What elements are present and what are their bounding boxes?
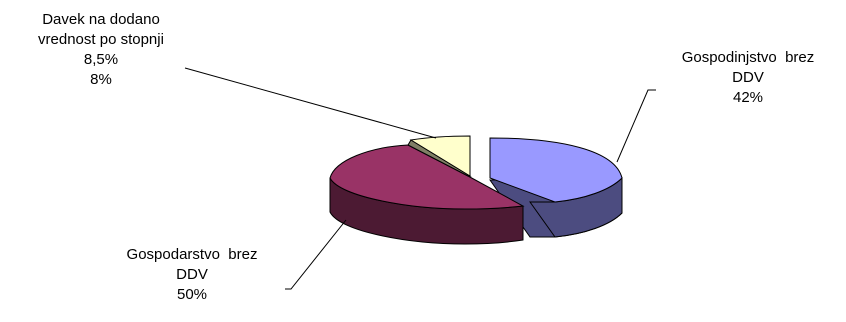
leader-line-gospodarstvo (285, 219, 347, 290)
value-label: 42% (732, 89, 764, 106)
label-line: DDV (176, 266, 208, 283)
label-line: DDV (732, 69, 764, 86)
data-label-gospodinjstvo: Gospodinjstvo brez DDV 42% (650, 48, 846, 108)
slice-gospodarstvo-top (329, 144, 525, 210)
slice-davek-top (409, 135, 471, 177)
label-line: Gospodarstvo brez (126, 246, 258, 263)
value-label: 50% (176, 286, 208, 303)
label-line: Gospodinjstvo brez (681, 49, 815, 66)
slice-davek (407, 135, 472, 177)
label-line: 8,5% (83, 51, 119, 68)
leader-line-gospodinjstvo (616, 89, 656, 163)
label-line: Davek na dodano (42, 11, 160, 28)
leader-line-davek (184, 67, 437, 139)
value-label: 8% (90, 71, 112, 88)
label-line: vrednost po stopnji (38, 31, 164, 48)
data-label-davek: Davek na dodano vrednost po stopnji 8,5%… (0, 10, 202, 90)
slice-gospodinjstvo-top (489, 137, 623, 203)
data-label-gospodarstvo: Gospodarstvo brez DDV 50% (92, 245, 292, 305)
slice-gospodarstvo (329, 144, 525, 245)
